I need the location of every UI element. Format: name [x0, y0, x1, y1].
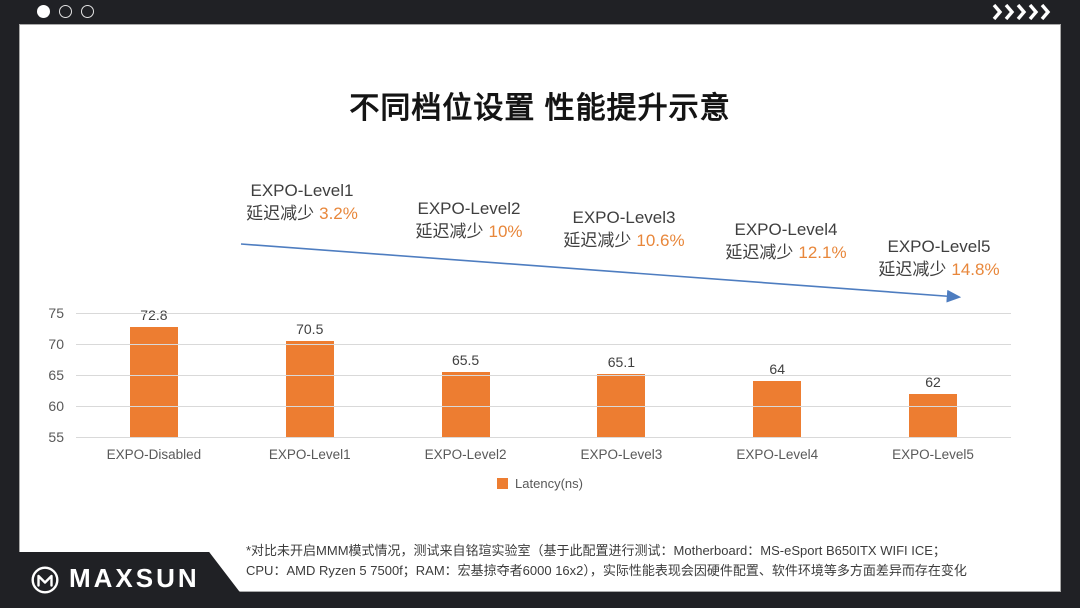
- legend-label: Latency(ns): [515, 476, 583, 491]
- bar-chart-plot-area: 72.8 EXPO-Disabled 70.5 EXPO-Level1 65.5 EXPO…: [48, 305, 1011, 462]
- chart-legend: Latency(ns): [20, 476, 1060, 491]
- annotation-level-label: EXPO-Level5: [887, 237, 991, 256]
- brand-banner: MAXSUN: [0, 552, 252, 608]
- annotation-latency-line: 延迟减少 10.6%: [563, 229, 684, 252]
- bar: [909, 394, 958, 437]
- x-axis-category-label: EXPO-Level4: [736, 447, 819, 462]
- y-axis-tick-label: 70: [48, 336, 64, 352]
- bar-group: 64 EXPO-Level4: [699, 313, 855, 462]
- footnote: *对比未开启MMM模式情况，测试来自铭瑄实验室（基于此配置进行测试：Mother…: [246, 541, 1046, 581]
- bar-group: 70.5 EXPO-Level1: [232, 313, 388, 462]
- gridline: [76, 312, 1011, 314]
- top-window-bar: [0, 0, 1080, 24]
- gridline: [76, 405, 1011, 407]
- bottom-frame-bar: [0, 592, 1080, 608]
- legend-color-swatch: [497, 478, 509, 489]
- bar-value-label: 62: [925, 374, 941, 390]
- annotation-latency-line: 延迟减少 10%: [415, 220, 522, 243]
- annotation-level-label: EXPO-Level1: [250, 181, 354, 200]
- y-axis-tick-label: 65: [48, 367, 64, 383]
- annotation-prefix: 延迟减少: [878, 260, 947, 279]
- annotation-prefix: 延迟减少: [246, 204, 315, 223]
- bar-value-label: 72.8: [140, 307, 168, 323]
- x-axis-category-label: EXPO-Level5: [892, 447, 974, 462]
- annotation-prefix: 延迟减少: [415, 222, 484, 241]
- annotation-latency-line: 延迟减少 3.2%: [246, 202, 358, 225]
- annotation-prefix: 延迟减少: [725, 243, 794, 262]
- x-axis-category-label: EXPO-Level1: [268, 447, 351, 462]
- annotation-prefix: 延迟减少: [563, 231, 632, 250]
- bar-group: 65.5 EXPO-Level2: [388, 313, 544, 462]
- y-axis-tick-label: 75: [48, 305, 64, 321]
- y-axis-tick-label: 55: [48, 429, 64, 445]
- dot-indicator[interactable]: [59, 5, 72, 18]
- annotation-percent: 10.6%: [636, 231, 685, 250]
- brand-name: MAXSUN: [69, 562, 200, 593]
- bar: [441, 372, 490, 437]
- y-axis-tick-label: 60: [48, 398, 64, 414]
- bar-series: 72.8 EXPO-Disabled 70.5 EXPO-Level1 65.5 EXPO…: [76, 307, 1011, 462]
- annotation-latency-line: 延迟减少 14.8%: [878, 258, 999, 281]
- annotation-expo-level3: EXPO-Level3 延迟减少 10.6%: [563, 206, 684, 252]
- maxsun-m-circle-icon: [31, 566, 59, 594]
- slide-canvas: 不同档位设置 性能提升示意 EXPO-Level1 延迟减少 3.2% EXPO-Le…: [19, 24, 1061, 592]
- footnote-line-2: CPU：AMD Ryzen 5 7500f；RAM：宏基掠夺者6000 16x2…: [246, 563, 967, 578]
- annotation-expo-level1: EXPO-Level1 延迟减少 3.2%: [246, 179, 358, 225]
- gridline: [76, 343, 1011, 345]
- annotation-expo-level2: EXPO-Level2 延迟减少 10%: [415, 197, 522, 243]
- bar-value-label: 70.5: [296, 321, 324, 337]
- annotation-level-label: EXPO-Level2: [417, 199, 521, 218]
- bar-group: 72.8 EXPO-Disabled: [76, 307, 232, 462]
- annotation-percent: 12.1%: [798, 243, 847, 262]
- gridline: [76, 436, 1011, 438]
- bar: [285, 341, 334, 437]
- bar: [753, 381, 802, 437]
- annotation-expo-level5: EXPO-Level5 延迟减少 14.8%: [878, 235, 999, 281]
- annotation-percent: 10%: [488, 222, 523, 241]
- next-chevrons-icon[interactable]: [992, 3, 1054, 25]
- bar-group: 62 EXPO-Level5: [855, 313, 1011, 462]
- dot-indicator-active[interactable]: [37, 5, 50, 18]
- dot-indicator[interactable]: [81, 5, 94, 18]
- annotation-latency-line: 延迟减少 12.1%: [725, 241, 846, 264]
- gridline: [76, 374, 1011, 376]
- annotation-percent: 14.8%: [951, 260, 1000, 279]
- x-axis-category-label: EXPO-Disabled: [106, 447, 202, 462]
- slide-position-dots[interactable]: [37, 5, 94, 18]
- annotation-percent: 3.2%: [319, 204, 358, 223]
- x-axis-category-label: EXPO-Level2: [424, 447, 507, 462]
- x-axis-category-label: EXPO-Level3: [580, 447, 663, 462]
- slide-title: 不同档位设置 性能提升示意: [349, 92, 731, 125]
- annotation-expo-level4: EXPO-Level4 延迟减少 12.1%: [725, 218, 846, 264]
- bar: [129, 327, 178, 437]
- annotation-level-label: EXPO-Level3: [572, 208, 676, 227]
- bar-value-label: 64: [769, 361, 786, 377]
- annotation-level-label: EXPO-Level4: [734, 220, 838, 239]
- bar-value-label: 65.5: [451, 352, 480, 368]
- footnote-line-1: *对比未开启MMM模式情况，测试来自铭瑄实验室（基于此配置进行测试：Mother…: [246, 543, 946, 558]
- bar-value-label: 65.1: [607, 354, 636, 370]
